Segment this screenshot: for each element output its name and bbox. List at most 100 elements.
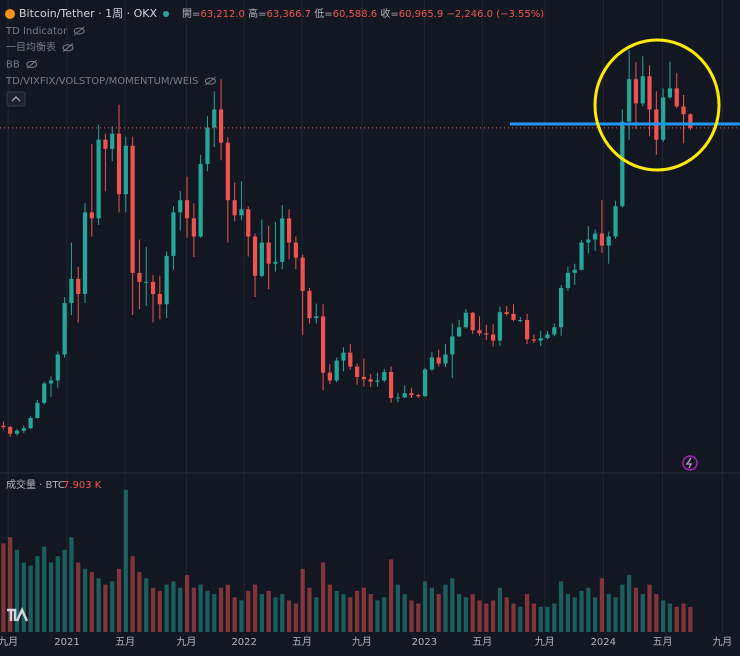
volume-title: 成交量 · BTC xyxy=(6,478,65,491)
candle-body xyxy=(545,334,550,339)
candle-body xyxy=(422,369,428,397)
candle-body xyxy=(511,313,516,320)
visibility-slash xyxy=(26,60,38,69)
symbol-title[interactable]: Bitcoin/Tether · 1周 · OKX xyxy=(19,7,157,20)
ohlc-value: 63,366.7 xyxy=(267,9,312,20)
volume-bar xyxy=(450,578,455,632)
candle-body xyxy=(382,372,387,381)
ohlc-legend: 開=63,212.0 高=63,366.7 低=60,588.6 收=60,96… xyxy=(182,7,544,20)
volume-bar xyxy=(144,578,149,632)
candle-body xyxy=(252,236,258,276)
volume-bar xyxy=(293,603,298,632)
ohlc-key: 低= xyxy=(314,7,332,20)
candle-body xyxy=(586,239,591,243)
volume-bar xyxy=(416,603,421,632)
candle-body xyxy=(354,366,360,377)
volume-bar xyxy=(470,594,475,632)
volume-bar xyxy=(661,600,666,632)
candle-body xyxy=(8,427,13,434)
drawn-circle[interactable] xyxy=(593,38,721,172)
volume-bar xyxy=(21,562,26,632)
volume-bar xyxy=(8,537,13,632)
candle-body xyxy=(48,380,54,384)
candle-body xyxy=(627,79,632,122)
volume-bar xyxy=(456,594,462,632)
candle-body xyxy=(198,163,203,237)
volume-bar xyxy=(429,587,435,632)
candle-body xyxy=(218,109,224,143)
volume-bar xyxy=(525,594,530,632)
volume-bar xyxy=(565,594,571,632)
candle-body xyxy=(239,209,244,216)
candle-body xyxy=(552,327,557,335)
volume-bar xyxy=(402,594,407,632)
candle-body xyxy=(681,106,686,115)
volume-bar xyxy=(647,584,652,632)
visibility-slash xyxy=(205,76,216,86)
candle-body xyxy=(225,142,230,201)
volume-bar xyxy=(14,549,20,632)
candle-body xyxy=(674,88,679,107)
volume-bar xyxy=(55,556,60,632)
volume-bar xyxy=(593,597,598,632)
indicator-label[interactable]: TD/VIXFIX/VOLSTOP/MOMENTUM/WEIS xyxy=(5,76,198,87)
candle-body xyxy=(409,393,414,395)
candle-body xyxy=(565,272,571,288)
volume-bar xyxy=(599,578,605,632)
volume-bar xyxy=(613,597,618,632)
volume-bar xyxy=(48,562,54,632)
candle-body xyxy=(246,209,251,237)
indicator-label[interactable]: TD Indicator xyxy=(5,26,68,37)
x-tick-label: 2023 xyxy=(412,637,437,648)
candle-body xyxy=(593,233,598,240)
indicator-label[interactable]: 一目均衡表 xyxy=(6,41,56,54)
candle-body xyxy=(157,293,162,305)
volume-bar xyxy=(307,587,312,632)
volume-bar xyxy=(375,600,380,632)
collapse-button[interactable] xyxy=(6,91,26,107)
candle-body xyxy=(320,316,326,373)
volume-bar xyxy=(627,575,632,632)
volume-bar xyxy=(130,556,135,632)
x-tick-label: 九月 xyxy=(352,636,372,648)
candle-body xyxy=(259,242,264,276)
candle-body xyxy=(280,218,285,262)
candle-body xyxy=(137,272,142,282)
volume-bar xyxy=(116,568,122,632)
volume-bar xyxy=(341,594,346,632)
x-tick-label: 九月 xyxy=(712,636,732,648)
visibility-icon xyxy=(73,27,85,35)
candle-body xyxy=(307,290,312,319)
volume-bar xyxy=(497,587,503,632)
volume-bar xyxy=(314,597,319,632)
alert-button[interactable] xyxy=(682,455,698,471)
candle-body xyxy=(35,402,40,418)
candle-body xyxy=(661,97,666,140)
indicator-label[interactable]: BB xyxy=(6,59,20,70)
volume-bar xyxy=(606,594,611,632)
candle-body xyxy=(606,236,611,246)
candle-body xyxy=(620,121,625,207)
volume-bar xyxy=(531,603,537,632)
volume-bar xyxy=(334,590,339,632)
candle-body xyxy=(55,354,60,381)
volume-bar xyxy=(484,603,489,632)
candle-body xyxy=(518,319,523,321)
volume-bar xyxy=(354,590,360,632)
volume-bar xyxy=(586,587,591,632)
candle-body xyxy=(116,133,122,195)
candle-body xyxy=(402,393,407,398)
candle-body xyxy=(477,330,482,334)
candle-body xyxy=(531,339,537,341)
logo xyxy=(7,606,29,622)
candle-body xyxy=(286,218,292,243)
candle-body xyxy=(123,145,128,195)
visibility-slash xyxy=(62,43,74,53)
volume-bar xyxy=(579,590,584,632)
candle-body xyxy=(504,312,509,314)
x-tick-label: 2024 xyxy=(591,637,616,648)
candle-body xyxy=(348,352,353,367)
collapse-icon xyxy=(11,96,21,102)
